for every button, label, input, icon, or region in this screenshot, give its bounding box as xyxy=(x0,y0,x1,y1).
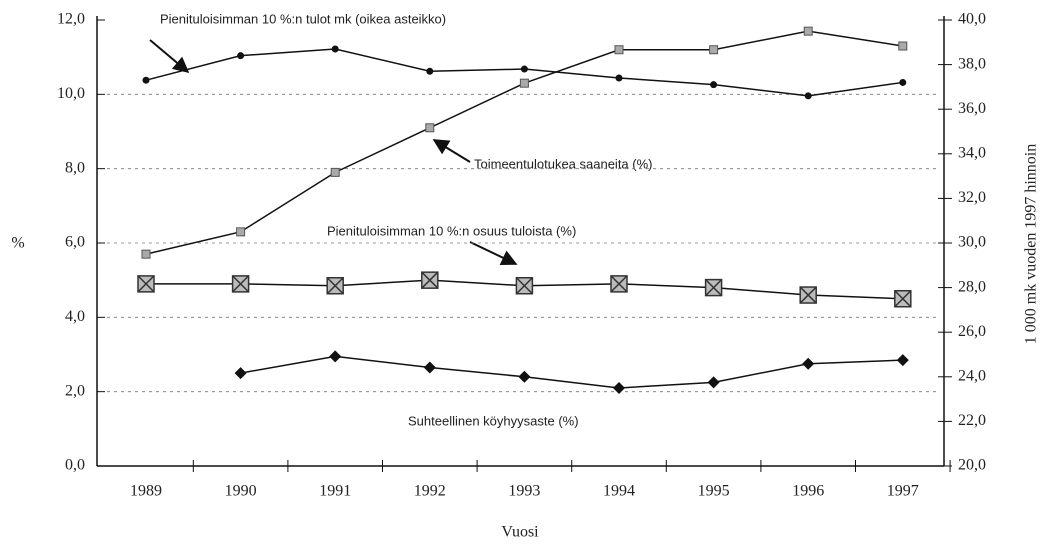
y2-tick-label: 20,0 xyxy=(958,457,986,474)
y2-tick-label: 26,0 xyxy=(958,323,986,340)
y2-tick-label: 32,0 xyxy=(958,189,986,206)
point xyxy=(329,350,342,363)
point xyxy=(236,227,246,237)
x-tick-label: 1996 xyxy=(792,483,824,500)
y-tick-label: 2,0 xyxy=(65,382,85,399)
point xyxy=(141,249,151,259)
y-tick-label: 4,0 xyxy=(65,308,85,325)
x-tick-label: 1989 xyxy=(130,483,162,500)
y-tick-label: 6,0 xyxy=(65,234,85,251)
point xyxy=(425,123,435,133)
point xyxy=(142,76,150,84)
point xyxy=(426,67,434,75)
x-tick-label: 1992 xyxy=(414,483,446,500)
series-line xyxy=(240,355,903,389)
y2-tick-label: 36,0 xyxy=(958,100,986,117)
point xyxy=(615,74,623,82)
point xyxy=(137,275,155,293)
point xyxy=(613,381,625,394)
y2-tick-label: 30,0 xyxy=(958,234,986,251)
arrows xyxy=(149,39,518,266)
point xyxy=(704,278,723,297)
arrow xyxy=(432,139,471,163)
x-tick-label: 1997 xyxy=(887,483,919,500)
point xyxy=(710,81,718,89)
point xyxy=(231,275,250,293)
point xyxy=(804,92,812,100)
point xyxy=(234,367,247,380)
point xyxy=(894,290,912,308)
x-tick-label: 1995 xyxy=(698,483,730,500)
point xyxy=(896,354,909,367)
annotation: Suhteellinen köyhyysaste (%) xyxy=(408,413,579,428)
point xyxy=(898,41,908,51)
point xyxy=(237,52,245,60)
point xyxy=(610,275,628,293)
point xyxy=(709,45,719,55)
y2-tick-label: 24,0 xyxy=(958,367,986,384)
point xyxy=(330,167,340,177)
y2-tick-label: 34,0 xyxy=(958,144,986,161)
y-axis-label: % xyxy=(11,235,24,252)
x-tick-label: 1993 xyxy=(508,483,540,500)
point xyxy=(520,65,528,73)
y2-tick-label: 38,0 xyxy=(958,55,986,72)
y2-tick-label: 22,0 xyxy=(958,412,986,429)
annotation: Pienituloisimman 10 %:n osuus tuloista (… xyxy=(327,223,576,238)
point xyxy=(423,361,436,374)
point xyxy=(899,78,907,86)
series-line xyxy=(145,30,903,255)
x-tick-label: 1990 xyxy=(225,483,257,500)
point xyxy=(331,45,339,53)
point xyxy=(799,286,817,304)
annotation: Pienituloisimman 10 %:n tulot mk (oikea … xyxy=(160,11,446,26)
point xyxy=(803,26,813,36)
arrow xyxy=(149,39,190,74)
y2-tick-label: 28,0 xyxy=(958,278,986,295)
x-axis-label: Vuosi xyxy=(501,524,539,541)
point xyxy=(802,357,815,370)
x-tick-label: 1991 xyxy=(319,483,351,500)
annotation: Toimeentulotukea saaneita (%) xyxy=(474,156,653,171)
point xyxy=(421,271,439,289)
point xyxy=(707,376,720,389)
y-tick-label: 10,0 xyxy=(57,85,85,102)
y2-axis-label: 1 000 mk vuoden 1997 hinnoin xyxy=(1023,144,1040,344)
point xyxy=(519,78,529,88)
point xyxy=(614,45,624,55)
y-tick-label: 8,0 xyxy=(65,159,85,176)
x-tick-label: 1994 xyxy=(603,483,635,500)
y-tick-label: 12,0 xyxy=(57,11,85,28)
point xyxy=(326,276,344,295)
point xyxy=(518,370,531,383)
point xyxy=(515,276,534,295)
y2-tick-label: 40,0 xyxy=(958,11,986,28)
arrow xyxy=(469,241,518,266)
y-tick-label: 0,0 xyxy=(65,457,85,474)
